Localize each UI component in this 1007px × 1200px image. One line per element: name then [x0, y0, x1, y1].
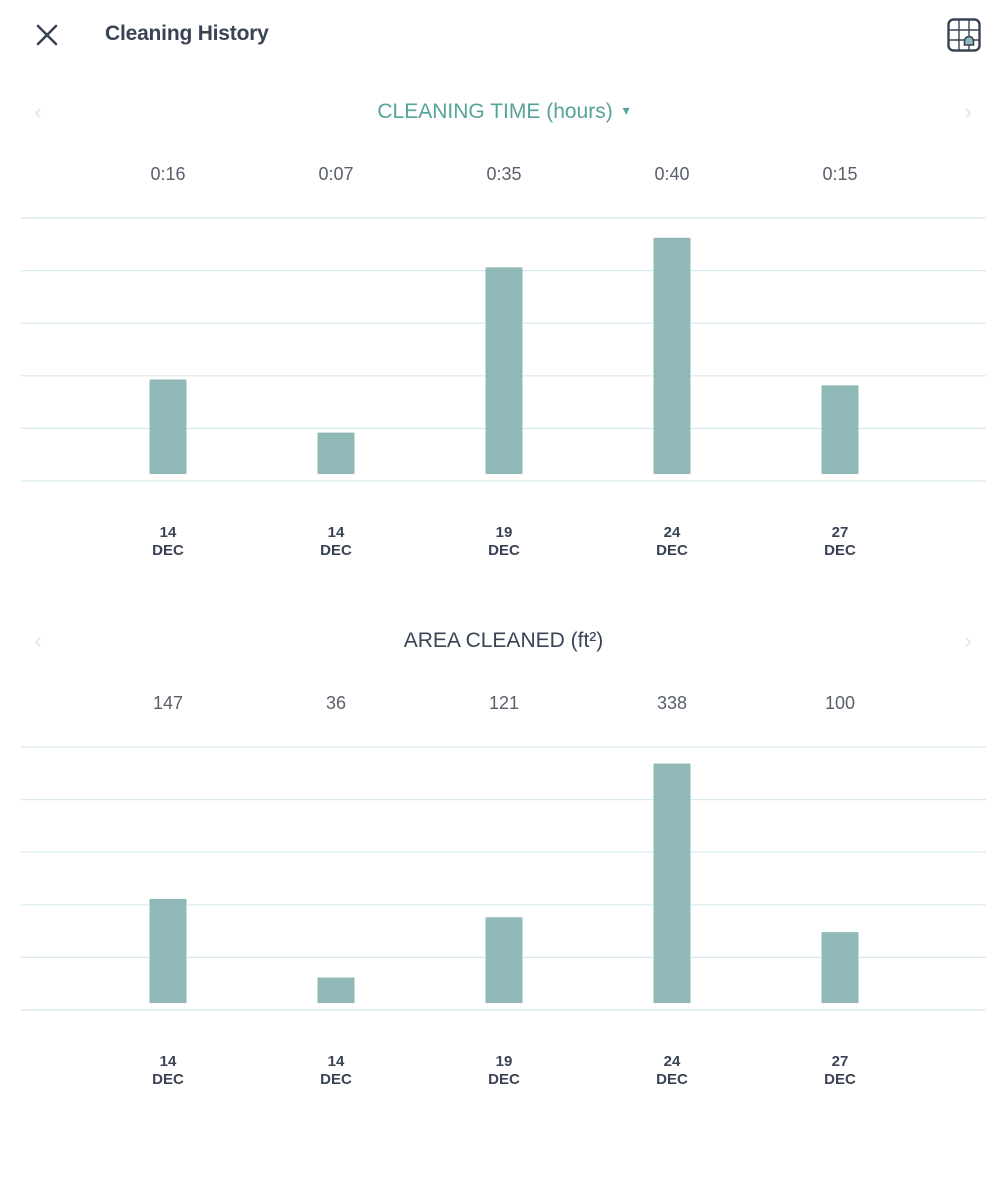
bar — [149, 379, 187, 474]
category-month-label: DEC — [320, 542, 352, 559]
bar — [653, 237, 691, 474]
value-label: 0:07 — [318, 164, 353, 184]
value-label: 338 — [657, 693, 687, 713]
category-day-label: 14 — [160, 524, 177, 541]
chart-title: CLEANING TIME (hours) — [377, 100, 613, 123]
category-day-label: 24 — [664, 524, 681, 541]
category-month-label: DEC — [152, 1071, 184, 1088]
category-month-label: DEC — [152, 542, 184, 559]
category-month-label: DEC — [320, 1071, 352, 1088]
page-title: Cleaning History — [105, 22, 269, 45]
bar — [821, 932, 859, 1003]
chart-next-arrow[interactable]: › — [964, 628, 972, 653]
value-label: 121 — [489, 693, 519, 713]
value-label: 0:15 — [822, 164, 857, 184]
bar — [821, 385, 859, 474]
value-label: 36 — [326, 693, 346, 713]
category-month-label: DEC — [488, 1071, 520, 1088]
bar — [485, 267, 523, 474]
category-day-label: 14 — [160, 1053, 177, 1070]
chart-prev-arrow[interactable]: ‹ — [34, 99, 42, 124]
cleaning-time-chart-section: ‹ CLEANING TIME (hours) ▾ › 0:16 14 DEC 0:0… — [0, 100, 1007, 570]
category-month-label: DEC — [656, 1071, 688, 1088]
map-grid-icon — [947, 18, 981, 52]
area-cleaned-chart-section: ‹ AREA CLEANED (ft²) › 147 14 DEC 36 14 DEC 12… — [0, 629, 1007, 1099]
value-label: 147 — [153, 693, 183, 713]
category-day-label: 19 — [496, 524, 513, 541]
bar — [317, 432, 355, 474]
cleaning-time-selector[interactable]: CLEANING TIME (hours) ▾ — [0, 100, 1007, 124]
category-day-label: 19 — [496, 1053, 513, 1070]
map-view-button[interactable] — [946, 17, 982, 53]
value-label: 0:16 — [150, 164, 185, 184]
chart-title: AREA CLEANED (ft²) — [403, 629, 604, 652]
chart-prev-arrow[interactable]: ‹ — [34, 628, 42, 653]
close-button[interactable] — [30, 18, 64, 52]
chevron-down-icon: ▾ — [622, 102, 630, 118]
value-label: 0:35 — [486, 164, 521, 184]
chart-next-arrow[interactable]: › — [964, 99, 972, 124]
category-day-label: 24 — [664, 1053, 681, 1070]
value-label: 100 — [825, 693, 855, 713]
category-month-label: DEC — [824, 542, 856, 559]
value-label: 0:40 — [654, 164, 689, 184]
cleaning-time-bar-chart: 0:1614DEC0:0714DEC0:3519DEC0:4024DEC0:15… — [21, 164, 986, 559]
close-icon — [36, 24, 58, 46]
category-day-label: 27 — [832, 524, 849, 541]
category-day-label: 14 — [328, 524, 345, 541]
header-bar: Cleaning History — [0, 0, 1007, 70]
category-day-label: 14 — [328, 1053, 345, 1070]
bar — [149, 898, 187, 1003]
bar — [653, 763, 691, 1003]
category-day-label: 27 — [832, 1053, 849, 1070]
category-month-label: DEC — [488, 542, 520, 559]
category-month-label: DEC — [656, 542, 688, 559]
category-month-label: DEC — [824, 1071, 856, 1088]
bar — [317, 977, 355, 1003]
bar — [485, 917, 523, 1003]
